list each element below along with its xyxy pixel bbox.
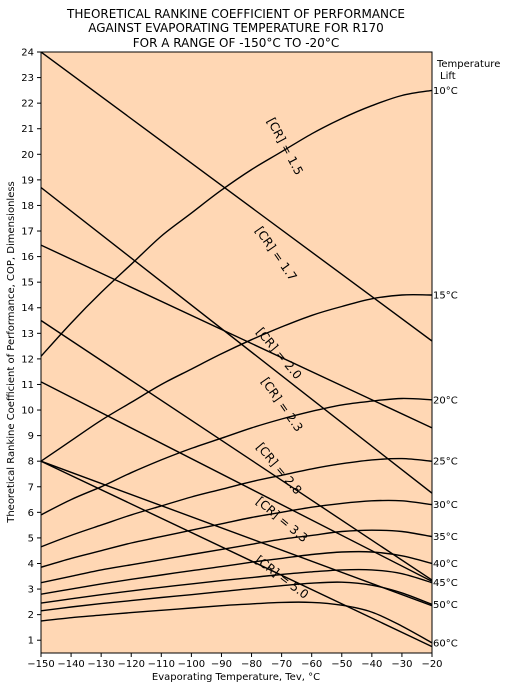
y-tick-label: 12 <box>21 354 34 365</box>
chart-title-line-1: THEORETICAL RANKINE COEFFICIENT OF PERFO… <box>66 7 405 21</box>
chart-title-line-2: AGAINST EVAPORATING TEMPERATURE FOR R170 <box>88 21 384 35</box>
x-tick-label: −40 <box>361 659 382 670</box>
lift-curve-4 <box>41 457 432 548</box>
y-tick-label: 20 <box>21 150 34 161</box>
lift-curve-9 <box>41 581 432 612</box>
x-axis: −150 −140 −130 −120 −110 −100 −90 −80 −70 −60 −50−… <box>27 653 443 670</box>
lift-label-1: 10°C <box>433 86 458 97</box>
y-tick-label: 11 <box>21 380 34 391</box>
y-tick-label: 7 <box>28 482 34 493</box>
x-tick-label: −30 <box>391 659 412 670</box>
x-tick-label: −50 <box>331 659 352 670</box>
y-tick-label: 5 <box>28 533 34 544</box>
cr-line-2 <box>41 186 432 494</box>
y-tick-label: 18 <box>21 201 34 212</box>
y-tick-label: 9 <box>28 431 34 442</box>
y-tick-label: 10 <box>21 406 34 417</box>
x-tick-label: −90 <box>211 659 232 670</box>
y-tick-label: 13 <box>21 329 34 340</box>
y-tick-label: 22 <box>21 99 34 110</box>
y-axis-label: Theoretical Rankine Coefficient of Perfo… <box>6 181 17 524</box>
x-tick-label: −150 <box>27 659 54 670</box>
lift-curve-7 <box>41 550 432 595</box>
plot-frame <box>40 51 433 654</box>
x-tick-label: −60 <box>301 659 322 670</box>
lift-label-8: 45°C <box>433 578 458 589</box>
cr-line-4 <box>41 319 432 581</box>
x-tick-label: −110 <box>148 659 175 670</box>
x-tick-label: −80 <box>241 659 262 670</box>
legend-title-line-2: Lift <box>440 71 456 82</box>
x-tick-label: −70 <box>271 659 292 670</box>
lift-curve-5 <box>41 499 432 568</box>
x-axis-label: Evaporating Temperature, Tev, °C <box>152 672 320 683</box>
lift-curve-10 <box>41 601 432 644</box>
chart-title-line-3: FOR A RANGE OF -150°C TO -20°C <box>133 36 339 50</box>
cr-line-1 <box>41 52 432 342</box>
x-tick-label: −120 <box>117 659 144 670</box>
x-tick-label: −20 <box>421 659 442 670</box>
y-tick-label: 19 <box>21 175 34 186</box>
y-tick-label: 14 <box>21 303 34 314</box>
plot-area <box>41 52 432 653</box>
lift-labels: 10°C 15°C 20°C 25°C 30°C 35°C 40°C 45°C 50°C 60°C <box>433 86 458 649</box>
x-tick-label: −130 <box>87 659 114 670</box>
y-tick-label: 24 <box>21 48 34 59</box>
lift-curves <box>41 89 432 644</box>
lift-curve-6 <box>41 529 432 584</box>
y-tick-label: 2 <box>28 610 34 621</box>
lift-label-6: 35°C <box>433 532 458 543</box>
lift-label-10: 60°C <box>433 638 458 649</box>
lift-curve-1 <box>41 89 432 357</box>
y-tick-label: 6 <box>28 508 34 519</box>
cr-line-5 <box>41 381 432 583</box>
x-tick-label: −140 <box>57 659 84 670</box>
y-tick-label: 15 <box>21 278 34 289</box>
y-tick-label: 1 <box>28 636 34 647</box>
lift-curve-3 <box>41 397 432 516</box>
lift-curve-8 <box>41 568 432 604</box>
lift-label-5: 30°C <box>433 500 458 511</box>
lift-label-7: 40°C <box>433 559 458 570</box>
y-tick-label: 23 <box>21 73 34 84</box>
lift-label-2: 15°C <box>433 291 458 302</box>
x-tick-label: −100 <box>178 659 205 670</box>
cr-line-3 <box>41 244 432 429</box>
lift-label-4: 25°C <box>433 457 458 468</box>
y-tick-label: 17 <box>21 227 34 238</box>
y-tick-label: 16 <box>21 252 34 263</box>
lift-label-3: 20°C <box>433 395 458 406</box>
y-tick-label: 4 <box>28 559 34 570</box>
y-tick-label: 3 <box>28 585 34 596</box>
y-tick-label: 21 <box>21 124 34 135</box>
lift-curve-2 <box>41 293 432 462</box>
cr-line-7 <box>41 460 432 648</box>
lift-label-9: 50°C <box>433 600 458 611</box>
legend-title-line-1: Temperature <box>436 59 500 70</box>
y-tick-label: 8 <box>28 457 34 468</box>
